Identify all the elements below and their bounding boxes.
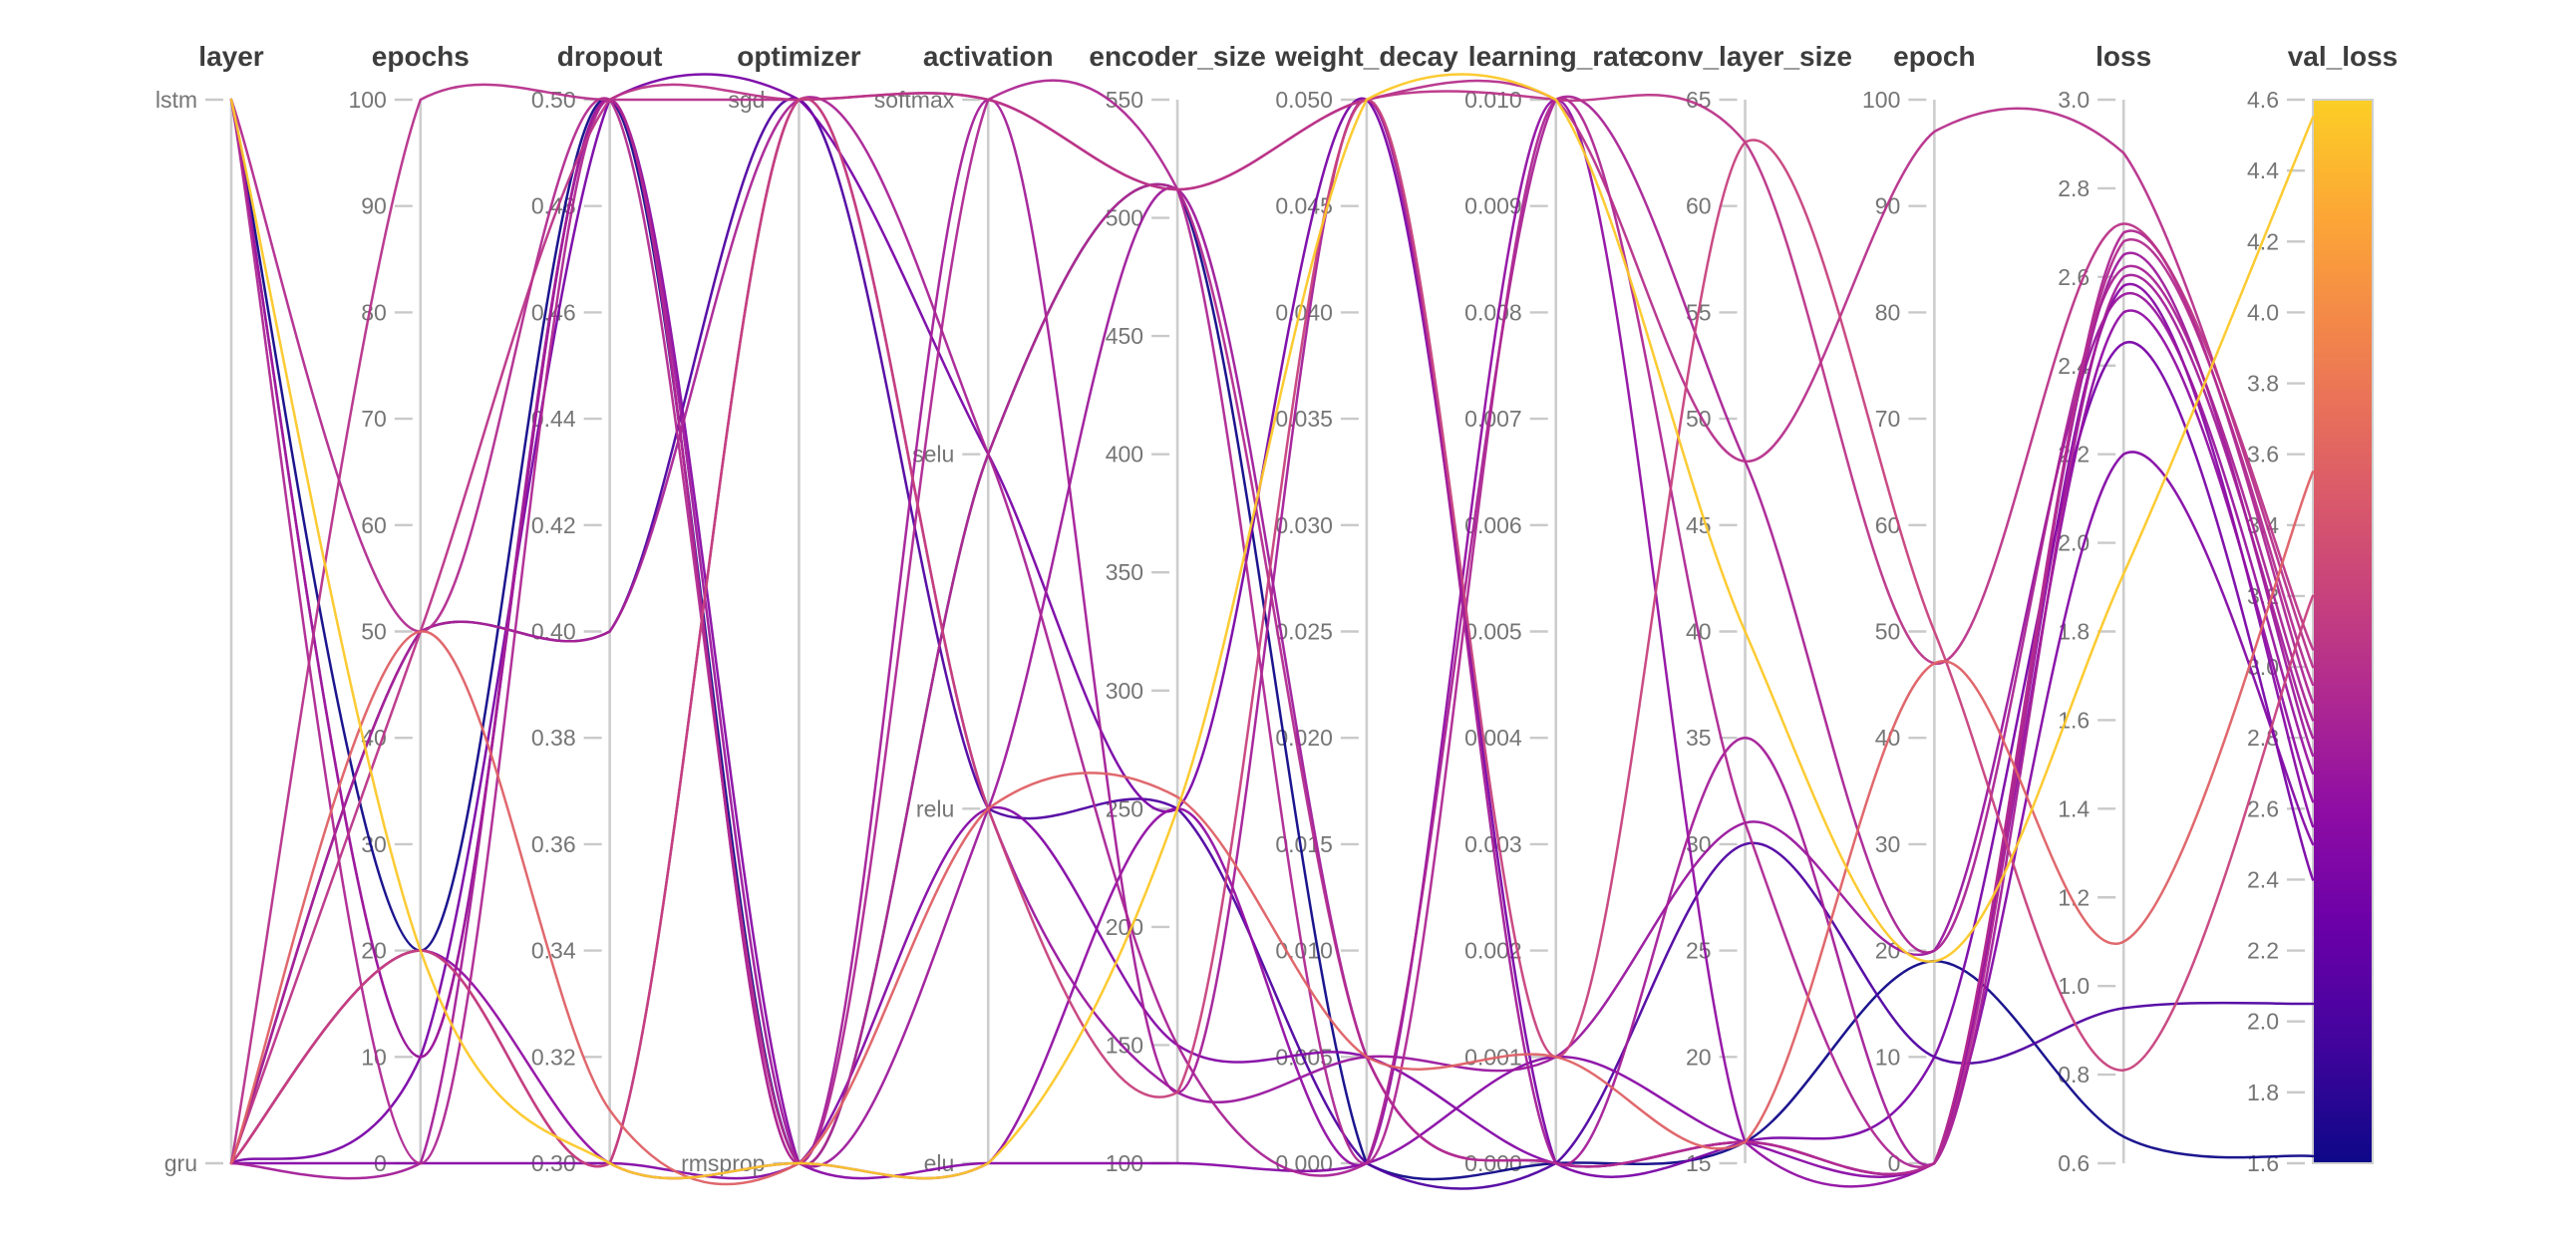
- tick-label: 1.0: [2058, 973, 2090, 999]
- axis-title-epoch[interactable]: epoch: [1893, 41, 1975, 72]
- tick-label: 0.004: [1464, 725, 1522, 751]
- tick-label: 0.32: [531, 1044, 576, 1070]
- tick-label: 2.4: [2247, 866, 2279, 892]
- tick-label: 4.0: [2247, 299, 2279, 325]
- tick-label: 50: [1875, 619, 1901, 645]
- tick-label: 2.6: [2058, 264, 2090, 290]
- tick-label-selu: selu: [912, 442, 954, 467]
- tick-label: 300: [1106, 678, 1143, 704]
- axis-weight_decay: weight_decay0.0000.0050.0100.0150.0200.0…: [1274, 41, 1458, 1176]
- tick-label: 2.0: [2247, 1009, 2279, 1035]
- tick-label: 0.8: [2058, 1062, 2090, 1088]
- tick-label: 150: [1106, 1032, 1143, 1058]
- axis-title-layer[interactable]: layer: [198, 41, 263, 72]
- run-line[interactable]: [229, 97, 2315, 1168]
- tick-label: 0.005: [1464, 619, 1522, 645]
- axis-title-loss[interactable]: loss: [2095, 41, 2151, 72]
- axis-title-val_loss[interactable]: val_loss: [2288, 41, 2399, 72]
- run-line[interactable]: [229, 451, 2315, 1180]
- tick-label: 30: [1875, 831, 1901, 857]
- axis-title-activation[interactable]: activation: [923, 41, 1054, 72]
- tick-label-gru: gru: [164, 1150, 197, 1176]
- axis-title-optimizer[interactable]: optimizer: [737, 41, 861, 72]
- tick-label: 10: [1875, 1044, 1901, 1070]
- tick-label: 0: [1888, 1150, 1901, 1176]
- axis-title-conv_layer_size[interactable]: conv_layer_size: [1638, 41, 1852, 72]
- tick-label: 2.6: [2247, 795, 2279, 821]
- tick-label-softmax: softmax: [874, 87, 955, 113]
- tick-label: 50: [361, 619, 387, 645]
- tick-label: 100: [348, 87, 386, 113]
- axis-title-dropout[interactable]: dropout: [557, 41, 663, 72]
- axis-title-learning_rate[interactable]: learning_rate: [1468, 41, 1644, 72]
- axis-activation: activation softmax selu relu elu: [874, 41, 1054, 1176]
- tick-label: 45: [1686, 512, 1712, 538]
- tick-label: 3.0: [2058, 87, 2090, 113]
- tick-label-lstm: lstm: [156, 87, 197, 113]
- tick-label: 1.4: [2058, 795, 2090, 821]
- tick-label: 70: [1875, 406, 1901, 432]
- tick-label: 80: [361, 299, 387, 325]
- axis-title-weight_decay[interactable]: weight_decay: [1274, 41, 1458, 72]
- tick-label: 0.008: [1464, 299, 1522, 325]
- tick-label: 0.42: [531, 512, 576, 538]
- val-loss-colorbar: [2312, 99, 2374, 1164]
- tick-label: 3.8: [2247, 371, 2279, 397]
- tick-label: 200: [1106, 914, 1143, 940]
- tick-label: 1.8: [2247, 1080, 2279, 1105]
- run-line[interactable]: [229, 95, 2315, 1177]
- run-line[interactable]: [229, 73, 2315, 1180]
- tick-label: 4.6: [2247, 87, 2279, 113]
- tick-label: 60: [361, 512, 387, 538]
- run-lines-layer: [229, 73, 2315, 1190]
- tick-label: 90: [361, 193, 387, 219]
- tick-label: 0.009: [1464, 193, 1522, 219]
- axis-val_loss: val_loss1.61.82.02.22.42.62.83.03.23.43.…: [2247, 41, 2398, 1176]
- run-line[interactable]: [229, 470, 2315, 1186]
- tick-label: 0.025: [1275, 619, 1333, 645]
- tick-label: 350: [1106, 559, 1143, 585]
- tick-label: 4.4: [2247, 157, 2279, 183]
- tick-label: 0.6: [2058, 1150, 2090, 1176]
- tick-label: 1.6: [2247, 1150, 2279, 1176]
- run-line[interactable]: [229, 73, 2315, 1178]
- tick-label: 40: [1875, 725, 1901, 751]
- tick-label: 80: [1875, 299, 1901, 325]
- tick-label-elu: elu: [924, 1150, 955, 1176]
- tick-label: 60: [1686, 193, 1712, 219]
- axis-title-epochs[interactable]: epochs: [372, 41, 470, 72]
- tick-label: 100: [1862, 87, 1900, 113]
- tick-label: 20: [1686, 1044, 1712, 1070]
- tick-label: 2.8: [2058, 175, 2090, 201]
- tick-label: 0.030: [1275, 512, 1333, 538]
- tick-label: 0.010: [1464, 87, 1522, 113]
- tick-label: 0.36: [531, 831, 576, 857]
- axis-encoder_size: encoder_size1001502002503003504004505005…: [1089, 41, 1265, 1176]
- axis-title-encoder_size[interactable]: encoder_size: [1089, 41, 1265, 72]
- tick-label: 0.040: [1275, 299, 1333, 325]
- run-line[interactable]: [229, 79, 2315, 1168]
- tick-label: 0.035: [1275, 406, 1333, 432]
- run-line[interactable]: [229, 83, 2315, 1165]
- tick-label: 70: [361, 406, 387, 432]
- tick-label: 0.007: [1464, 406, 1522, 432]
- tick-label: 2.2: [2247, 938, 2279, 964]
- tick-label: 0.050: [1275, 87, 1333, 113]
- tick-label: 3.6: [2247, 442, 2279, 467]
- tick-label: 450: [1106, 323, 1143, 349]
- tick-label: 0.38: [531, 725, 576, 751]
- tick-label: 400: [1106, 442, 1143, 467]
- tick-label: 1.2: [2058, 884, 2090, 910]
- tick-label: 550: [1106, 87, 1143, 113]
- tick-label: 0.34: [531, 938, 576, 964]
- tick-label-relu: relu: [916, 795, 954, 821]
- tick-label: 35: [1686, 725, 1712, 751]
